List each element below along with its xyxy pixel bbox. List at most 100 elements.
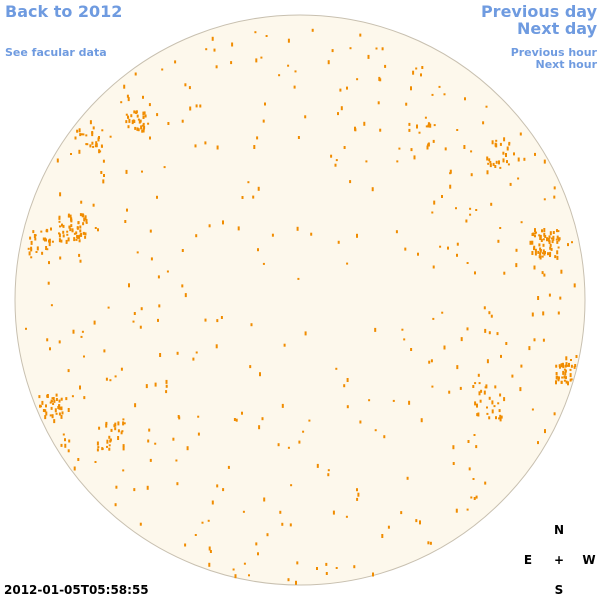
facula: [222, 220, 224, 225]
facula: [561, 376, 564, 379]
facula: [58, 404, 60, 408]
facula: [184, 293, 187, 298]
facula: [296, 226, 299, 231]
facula: [519, 387, 522, 392]
facula: [50, 227, 52, 231]
facula: [353, 565, 356, 569]
facula: [30, 246, 33, 250]
facula: [343, 146, 346, 149]
facula: [58, 340, 61, 344]
facula: [75, 231, 78, 235]
facula: [140, 307, 143, 311]
facula: [65, 397, 68, 401]
facula: [161, 68, 164, 71]
facula: [52, 397, 55, 400]
facula: [543, 252, 546, 256]
facula: [141, 129, 144, 133]
facula: [470, 496, 473, 499]
facula: [443, 345, 446, 350]
facula: [381, 47, 384, 51]
facula: [337, 240, 340, 244]
facula: [432, 139, 435, 143]
facula: [281, 522, 284, 526]
facula: [59, 256, 62, 260]
facula: [97, 228, 99, 232]
back-link[interactable]: Back to 2012: [5, 2, 122, 21]
facula: [528, 346, 531, 351]
facula: [142, 111, 145, 116]
facula: [563, 379, 566, 382]
facula: [335, 367, 338, 370]
facula: [83, 217, 86, 222]
facula: [573, 283, 576, 288]
facula: [55, 393, 58, 397]
prev-hour-link[interactable]: Previous hour: [511, 46, 598, 59]
facula: [557, 378, 560, 382]
facula: [519, 132, 522, 136]
facula: [550, 247, 553, 251]
facula: [262, 119, 265, 123]
facula: [532, 232, 535, 236]
facula: [174, 60, 177, 64]
facula: [503, 397, 506, 402]
facula: [181, 249, 184, 252]
facula: [260, 56, 263, 59]
facula: [433, 124, 436, 127]
facula: [148, 103, 151, 107]
facula: [132, 320, 135, 323]
facula: [486, 170, 489, 175]
facula: [122, 444, 125, 448]
facula: [197, 432, 200, 436]
facula: [44, 415, 47, 420]
facula: [133, 488, 136, 492]
facula: [335, 159, 338, 162]
facula: [548, 293, 551, 297]
facula: [125, 120, 128, 124]
facula: [103, 349, 106, 353]
facula: [94, 227, 97, 229]
facula: [57, 406, 60, 409]
next-hour-link[interactable]: Next hour: [536, 58, 598, 71]
facula: [491, 140, 494, 145]
facula: [466, 508, 469, 511]
facula: [49, 347, 51, 351]
prev-day-link[interactable]: Previous day: [481, 2, 598, 21]
facula: [144, 114, 147, 118]
facula: [142, 128, 145, 133]
facula: [387, 525, 390, 529]
facula: [150, 257, 153, 261]
compass-north: N: [554, 523, 564, 537]
facula: [552, 235, 555, 239]
facula: [560, 380, 563, 384]
next-day-link[interactable]: Next day: [517, 19, 598, 38]
facula: [109, 379, 112, 382]
facula: [357, 492, 360, 497]
facula: [498, 417, 501, 420]
facula: [86, 143, 89, 146]
facula: [374, 327, 377, 332]
facula: [465, 219, 468, 223]
facula: [403, 338, 406, 341]
facula: [439, 245, 442, 248]
facula: [233, 418, 236, 421]
facula: [102, 159, 105, 163]
facula: [44, 409, 47, 413]
facula: [455, 508, 458, 513]
facula: [60, 443, 63, 447]
facula: [34, 234, 37, 237]
facula: [82, 222, 85, 226]
facula: [515, 263, 518, 268]
facula: [78, 149, 81, 154]
facula: [79, 385, 81, 390]
facula: [195, 234, 198, 238]
facula: [114, 503, 117, 507]
facula: [154, 382, 157, 387]
facula: [427, 143, 430, 146]
facula: [483, 390, 486, 395]
facula: [472, 478, 475, 480]
compass-west: W: [582, 553, 595, 567]
facula: [556, 250, 559, 255]
facular-link[interactable]: See facular data: [5, 46, 107, 59]
facula: [134, 403, 137, 408]
facula: [294, 70, 297, 73]
